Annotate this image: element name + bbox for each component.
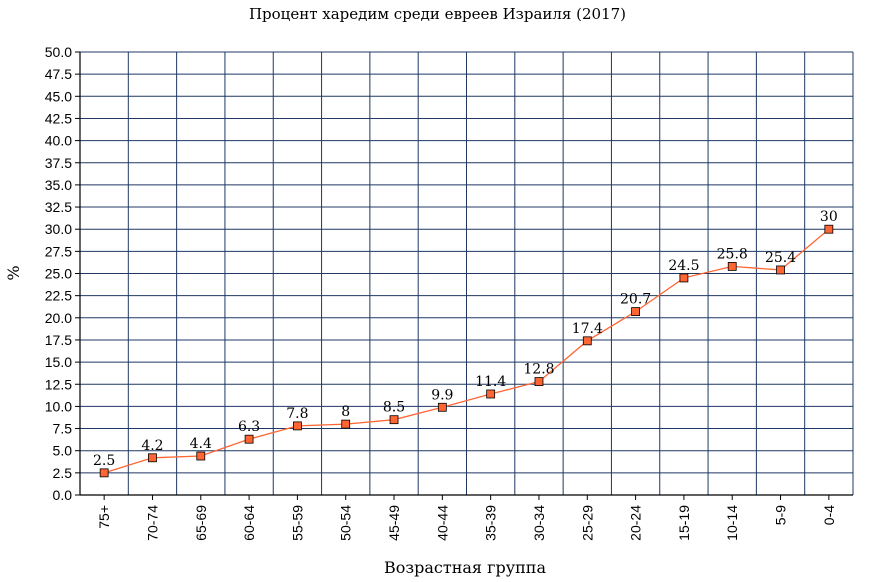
series bbox=[99, 224, 834, 478]
data-label: 25.8 bbox=[717, 246, 748, 262]
data-label: 12.8 bbox=[523, 362, 554, 378]
x-tick-labels: 75+ 70-74 65-69 60-64 55-59 50-54 45-49 40-44 35… bbox=[96, 505, 837, 541]
y-tick-label: 20.0 bbox=[45, 310, 72, 326]
y-tick-label: 25.0 bbox=[45, 266, 72, 282]
y-tick-label: 12.5 bbox=[45, 376, 72, 392]
chart-title: Процент харедим среди евреев Израиля (20… bbox=[248, 5, 627, 23]
x-tick-label: 50-54 bbox=[338, 505, 354, 541]
data-label: 24.5 bbox=[668, 258, 699, 274]
data-point bbox=[679, 273, 689, 283]
y-tick-labels: 0.0 2.5 5.0 7.5 10.0 12.5 15.0 17.5 20.0 22.5 25.0… bbox=[45, 44, 72, 503]
y-tick-label: 27.5 bbox=[45, 243, 72, 259]
x-tick-label: 25-29 bbox=[579, 505, 595, 541]
x-tick-label: 10-14 bbox=[724, 505, 740, 541]
x-tick-label: 0-4 bbox=[821, 505, 837, 525]
data-label: 8 bbox=[341, 404, 350, 420]
y-tick-label: 30.0 bbox=[45, 221, 72, 237]
x-tick-label: 45-49 bbox=[386, 505, 402, 541]
series-line bbox=[103, 228, 830, 474]
data-label: 30 bbox=[820, 209, 838, 225]
data-point bbox=[824, 224, 834, 234]
x-tick-label: 35-39 bbox=[483, 505, 499, 541]
y-tick-label: 22.5 bbox=[45, 288, 72, 304]
data-point bbox=[389, 415, 399, 425]
y-tick-label: 47.5 bbox=[45, 66, 72, 82]
data-point bbox=[293, 421, 302, 431]
x-tick-label: 65-69 bbox=[193, 505, 209, 541]
x-tick-label: 70-74 bbox=[144, 505, 160, 541]
y-tick-label: 10.0 bbox=[45, 398, 72, 414]
data-point bbox=[534, 377, 544, 386]
y-tick-label: 50.0 bbox=[45, 44, 72, 60]
y-tick-label: 45.0 bbox=[45, 88, 72, 104]
x-tick-label: 30-34 bbox=[531, 505, 547, 541]
data-label: 17.4 bbox=[572, 321, 603, 337]
data-labels: 2.5 4.2 4.4 6.3 7.8 8 8.5 9.9 11.4 12.8 17.4 20.7 24… bbox=[93, 209, 838, 469]
y-tick-label: 7.5 bbox=[53, 421, 73, 437]
y-tick-label: 37.5 bbox=[45, 155, 72, 171]
y-tick-label: 0.0 bbox=[53, 487, 73, 503]
y-tick-label: 42.5 bbox=[45, 110, 72, 126]
y-tick-label: 5.0 bbox=[53, 443, 73, 459]
data-point bbox=[196, 451, 206, 461]
data-point bbox=[486, 389, 496, 399]
data-point bbox=[437, 402, 447, 412]
data-point bbox=[99, 468, 109, 478]
y-axis-title: % bbox=[4, 265, 23, 280]
data-label: 20.7 bbox=[620, 292, 651, 308]
x-tick-label: 5-9 bbox=[773, 505, 789, 525]
data-label: 8.5 bbox=[383, 400, 405, 416]
x-tick-label: 75+ bbox=[96, 505, 112, 529]
data-label: 4.2 bbox=[141, 438, 163, 454]
x-tick-label: 15-19 bbox=[676, 505, 692, 541]
y-tick-label: 40.0 bbox=[45, 133, 72, 149]
x-tick-label: 40-44 bbox=[434, 505, 450, 541]
data-label: 7.8 bbox=[286, 406, 308, 422]
data-point bbox=[341, 419, 351, 429]
data-point bbox=[631, 307, 640, 316]
data-label: 11.4 bbox=[475, 374, 506, 390]
data-point bbox=[148, 453, 157, 463]
y-tick-label: 15.0 bbox=[45, 354, 72, 370]
data-point bbox=[244, 434, 254, 444]
x-axis-title: Возрастная группа bbox=[384, 558, 546, 577]
data-label: 9.9 bbox=[431, 387, 453, 403]
axes bbox=[75, 51, 853, 500]
x-tick-label: 60-64 bbox=[241, 505, 257, 541]
y-tick-label: 32.5 bbox=[45, 199, 72, 215]
x-tick-label: 20-24 bbox=[628, 505, 644, 541]
data-label: 4.4 bbox=[190, 436, 212, 452]
data-label: 6.3 bbox=[238, 419, 260, 435]
y-tick-label: 2.5 bbox=[53, 465, 73, 481]
data-point bbox=[582, 336, 592, 346]
y-tick-label: 17.5 bbox=[45, 332, 72, 348]
x-tick-label: 55-59 bbox=[289, 505, 305, 541]
data-point bbox=[776, 265, 785, 275]
data-label: 25.4 bbox=[765, 250, 796, 266]
grid bbox=[79, 51, 854, 496]
y-tick-label: 35.0 bbox=[45, 177, 72, 193]
data-point bbox=[727, 262, 737, 271]
data-label: 2.5 bbox=[93, 453, 115, 469]
